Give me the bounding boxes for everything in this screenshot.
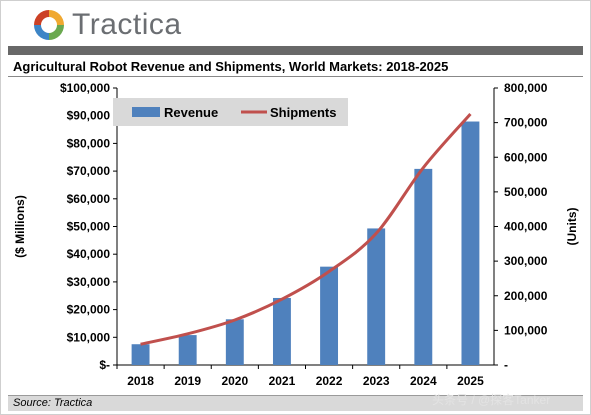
y-tick-label: $30,000 [67, 275, 111, 289]
y-axis-title: ($ Millions) [13, 195, 27, 258]
x-tick-label: 2021 [269, 374, 296, 388]
y-tick-label: $100,000 [60, 81, 110, 95]
logo-text: Tractica [72, 8, 182, 41]
chart-plot: $- $10,000 $20,000 $30,000 $40,000 $50,000 $60… [13, 81, 579, 388]
x-tick-label: 2019 [174, 374, 201, 388]
source-band [8, 395, 583, 411]
y2-tick-label: 600,000 [504, 150, 548, 164]
y-tick-label: $70,000 [67, 164, 111, 178]
y-tick-label: $40,000 [67, 247, 111, 261]
header-band [8, 46, 583, 55]
y-tick-label: $60,000 [67, 192, 111, 206]
y-tick-label: $20,000 [67, 303, 111, 317]
revenue-bar [414, 168, 433, 365]
logo: Tractica [32, 6, 182, 44]
y2-tick-label: 700,000 [504, 116, 548, 130]
x-tick-label: 2024 [410, 374, 437, 388]
revenue-bar [225, 319, 244, 365]
y2-tick-label: 200,000 [504, 289, 548, 303]
revenue-bar [320, 266, 339, 365]
revenue-bar [178, 335, 197, 365]
legend-shipments-label: Shipments [270, 105, 336, 120]
revenue-bar [272, 297, 291, 365]
legend-revenue-swatch [132, 107, 160, 117]
y2-tick-label: - [504, 358, 508, 372]
tractica-logo-icon [34, 10, 64, 40]
x-tick-label: 2022 [316, 374, 343, 388]
x-tick-label: 2025 [457, 374, 484, 388]
y-tick-label: $90,000 [67, 109, 111, 123]
y-tick-label: $80,000 [67, 136, 111, 150]
title-divider [8, 76, 583, 77]
y2-tick-label: 800,000 [504, 81, 548, 95]
revenue-bar [461, 121, 480, 365]
y-tick-label: $- [99, 358, 110, 372]
y2-axis-title: (Units) [565, 208, 579, 246]
source-text: Source: Tractica [13, 397, 93, 409]
y2-tick-label: 500,000 [504, 185, 548, 199]
legend-revenue-label: Revenue [164, 105, 218, 120]
y-tick-label: $50,000 [67, 220, 111, 234]
x-tick-label: 2023 [363, 374, 390, 388]
y-tick-label: $10,000 [67, 330, 111, 344]
x-tick-label: 2018 [127, 374, 154, 388]
watermark-text: 头条号 / @探客Tanker [432, 393, 551, 407]
revenue-bar [131, 344, 150, 365]
y2-tick-label: 300,000 [504, 254, 548, 268]
revenue-bar [367, 228, 386, 365]
y2-tick-label: 400,000 [504, 220, 548, 234]
x-tick-label: 2020 [221, 374, 248, 388]
shipments-line [140, 112, 472, 346]
chart-title: Agricultural Robot Revenue and Shipments… [13, 59, 449, 74]
y2-tick-label: 100,000 [504, 323, 548, 337]
